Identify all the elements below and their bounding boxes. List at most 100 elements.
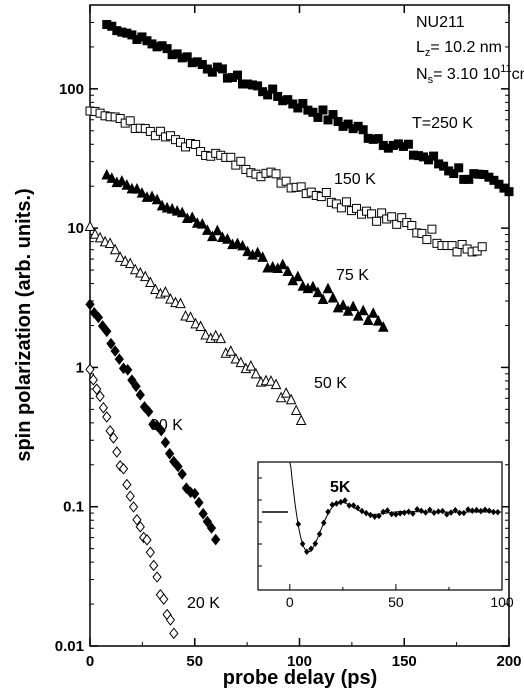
data-point (162, 44, 172, 54)
data-point (93, 311, 104, 324)
data-point (195, 320, 206, 331)
x-tick-label: 50 (186, 653, 203, 670)
inset-data-point (477, 507, 484, 515)
data-point (333, 116, 343, 126)
data-point (101, 168, 113, 180)
data-point (132, 513, 142, 526)
sample-name: NU211 (416, 14, 465, 31)
data-point (121, 179, 133, 190)
data-point (377, 321, 389, 332)
data-point (323, 115, 333, 125)
data-point (131, 380, 141, 393)
inset-title: 5K (330, 479, 351, 496)
inset-data-point (380, 508, 387, 516)
data-point (312, 286, 324, 298)
data-point (85, 363, 95, 376)
data-point (257, 251, 268, 262)
inset-data-point (316, 530, 323, 538)
inset-x-tick-label: 50 (388, 594, 404, 610)
inset-tick-labels: 0 50 100 (286, 594, 514, 610)
data-point (127, 30, 137, 40)
x-tick-label: 0 (86, 653, 94, 670)
data-point (190, 317, 201, 329)
data-point (160, 286, 171, 297)
data-point (125, 116, 135, 126)
data-point (307, 280, 319, 292)
main-series-group (84, 19, 514, 640)
inset-data-point (494, 508, 501, 516)
data-point (449, 168, 459, 178)
data-point (297, 280, 309, 291)
data-point (106, 337, 116, 350)
data-point (149, 559, 159, 572)
data-point (152, 571, 162, 583)
data-point (105, 425, 115, 437)
data-point (226, 152, 236, 162)
data-point (282, 265, 294, 277)
series-2 (85, 106, 487, 257)
inset-data-point (333, 500, 340, 507)
data-point (417, 228, 427, 238)
series-4 (84, 220, 307, 425)
inset-data-point (295, 520, 302, 528)
inset-data-point (427, 506, 433, 514)
data-point (225, 345, 237, 356)
data-point (182, 52, 192, 62)
data-point (237, 239, 248, 251)
data-point (318, 105, 328, 115)
data-point (176, 137, 186, 147)
data-point (313, 112, 323, 122)
inset-data-point (490, 508, 497, 516)
data-point (94, 231, 106, 243)
data-point (165, 614, 176, 626)
data-point (373, 134, 383, 144)
data-point (125, 490, 135, 503)
data-point (156, 424, 166, 437)
data-point (222, 233, 233, 244)
inset-data-point (325, 508, 331, 516)
data-point (122, 478, 132, 491)
data-point (321, 187, 331, 197)
data-point (372, 314, 384, 326)
inset-data-point (452, 506, 459, 514)
x-axis-title: probe delay (ps) (223, 667, 377, 689)
data-point (407, 221, 417, 231)
data-point (387, 212, 397, 222)
data-point (250, 367, 262, 379)
data-point (169, 627, 179, 640)
data-point (84, 220, 96, 232)
series-5 (85, 298, 221, 546)
data-point (177, 468, 187, 480)
data-point (322, 282, 334, 294)
inset-data-point (342, 497, 348, 504)
data-point (212, 224, 223, 236)
data-point (253, 81, 263, 91)
y-tick-label: 100 (59, 81, 84, 98)
data-point (104, 237, 116, 248)
data-point (145, 546, 155, 559)
data-point (217, 64, 227, 74)
inset-data-point (354, 504, 361, 512)
data-point (135, 521, 145, 533)
data-point (207, 230, 218, 242)
series-6 (85, 363, 179, 640)
data-point (186, 211, 198, 222)
data-point (270, 378, 282, 390)
inset-data-point (418, 507, 425, 515)
data-point (150, 283, 161, 295)
inset-data-point (384, 507, 391, 514)
data-point (116, 175, 128, 186)
data-point (292, 270, 304, 282)
data-point (235, 356, 247, 368)
y-tick-label: 0.01 (55, 638, 84, 655)
data-point (139, 270, 151, 282)
data-point (308, 107, 318, 117)
data-point (151, 193, 163, 205)
data-point (447, 241, 457, 251)
inset-axis-ticks (258, 477, 503, 590)
data-point (102, 325, 112, 338)
x-tick-label: 200 (496, 653, 521, 670)
data-point (134, 266, 146, 278)
data-point (232, 70, 242, 80)
